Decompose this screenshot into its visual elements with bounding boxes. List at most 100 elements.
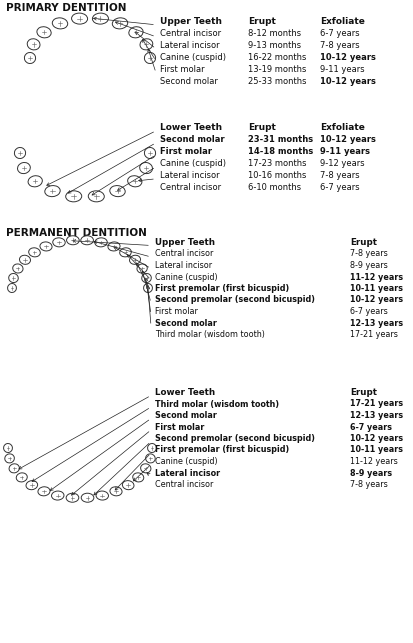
Ellipse shape xyxy=(19,255,31,264)
Text: 11-12 years: 11-12 years xyxy=(350,273,403,282)
Text: PRIMARY DENTITION: PRIMARY DENTITION xyxy=(6,3,126,13)
Ellipse shape xyxy=(66,493,79,502)
Ellipse shape xyxy=(146,454,155,463)
Ellipse shape xyxy=(128,176,142,187)
Ellipse shape xyxy=(24,53,36,64)
Ellipse shape xyxy=(140,464,151,473)
Text: 9-12 years: 9-12 years xyxy=(320,159,365,168)
Ellipse shape xyxy=(142,273,151,282)
Text: Canine (cuspid): Canine (cuspid) xyxy=(160,159,226,168)
Ellipse shape xyxy=(140,163,152,174)
Ellipse shape xyxy=(45,186,60,197)
Ellipse shape xyxy=(13,264,23,273)
Ellipse shape xyxy=(7,284,17,293)
Ellipse shape xyxy=(17,163,30,174)
Ellipse shape xyxy=(9,273,18,282)
Text: First molar: First molar xyxy=(155,422,204,431)
Text: 10-12 years: 10-12 years xyxy=(320,53,376,62)
Ellipse shape xyxy=(38,487,50,496)
Text: Third molar (wisdom tooth): Third molar (wisdom tooth) xyxy=(155,330,265,339)
Text: First molar: First molar xyxy=(160,65,204,74)
Text: 7-8 years: 7-8 years xyxy=(350,249,388,258)
Text: 10-12 years: 10-12 years xyxy=(350,434,403,443)
Text: 13-19 months: 13-19 months xyxy=(248,65,306,74)
Ellipse shape xyxy=(140,39,153,50)
Text: Third molar (wisdom tooth): Third molar (wisdom tooth) xyxy=(155,399,279,408)
Ellipse shape xyxy=(88,191,104,202)
Text: Lateral incisor: Lateral incisor xyxy=(160,171,220,180)
Text: Lateral incisor: Lateral incisor xyxy=(160,41,220,50)
Text: 6-10 months: 6-10 months xyxy=(248,183,301,192)
Text: 17-21 years: 17-21 years xyxy=(350,330,398,339)
Text: Second premolar (second bicuspid): Second premolar (second bicuspid) xyxy=(155,296,315,305)
Text: 10-12 years: 10-12 years xyxy=(320,135,376,144)
Text: Exfoliate: Exfoliate xyxy=(320,123,365,132)
Text: PERMANENT DENTITION: PERMANENT DENTITION xyxy=(6,228,147,238)
Ellipse shape xyxy=(93,13,109,24)
Ellipse shape xyxy=(145,147,156,159)
Ellipse shape xyxy=(81,236,93,245)
Ellipse shape xyxy=(37,27,51,38)
Text: Central incisor: Central incisor xyxy=(155,249,214,258)
Text: Central incisor: Central incisor xyxy=(160,29,221,38)
Ellipse shape xyxy=(108,242,120,251)
Ellipse shape xyxy=(53,238,65,247)
Text: Erupt: Erupt xyxy=(350,238,377,247)
Text: 8-12 months: 8-12 months xyxy=(248,29,301,38)
Text: 10-11 years: 10-11 years xyxy=(350,446,403,455)
Text: 10-16 months: 10-16 months xyxy=(248,171,306,180)
Text: 12-13 years: 12-13 years xyxy=(350,411,403,420)
Ellipse shape xyxy=(9,464,19,473)
Text: 7-8 years: 7-8 years xyxy=(320,41,360,50)
Text: 7-8 years: 7-8 years xyxy=(350,480,388,489)
Text: 11-12 years: 11-12 years xyxy=(350,457,398,466)
Ellipse shape xyxy=(81,493,94,502)
Text: 7-8 years: 7-8 years xyxy=(320,171,360,180)
Text: 9-11 years: 9-11 years xyxy=(320,147,370,156)
Text: 25-33 months: 25-33 months xyxy=(248,77,306,86)
Ellipse shape xyxy=(96,491,109,500)
Ellipse shape xyxy=(26,480,38,490)
Ellipse shape xyxy=(14,147,26,159)
Text: Upper Teeth: Upper Teeth xyxy=(160,17,222,26)
Ellipse shape xyxy=(110,487,122,496)
Text: Exfoliate: Exfoliate xyxy=(320,17,365,26)
Text: 6-7 years: 6-7 years xyxy=(350,422,392,431)
Text: 17-23 months: 17-23 months xyxy=(248,159,306,168)
Text: First molar: First molar xyxy=(155,307,198,316)
Text: Lateral incisor: Lateral incisor xyxy=(155,261,212,270)
Ellipse shape xyxy=(130,255,140,264)
Text: 16-22 months: 16-22 months xyxy=(248,53,306,62)
Ellipse shape xyxy=(145,53,156,64)
Text: Central incisor: Central incisor xyxy=(155,480,214,489)
Ellipse shape xyxy=(133,473,144,482)
Text: 9-11 years: 9-11 years xyxy=(320,65,365,74)
Text: 6-7 years: 6-7 years xyxy=(320,183,360,192)
Text: 10-12 years: 10-12 years xyxy=(320,77,376,86)
Text: Lower Teeth: Lower Teeth xyxy=(160,123,222,132)
Ellipse shape xyxy=(71,13,88,24)
Text: Lateral incisor: Lateral incisor xyxy=(155,469,220,478)
Ellipse shape xyxy=(66,236,79,245)
Text: Second molar: Second molar xyxy=(155,318,217,327)
Ellipse shape xyxy=(16,473,27,482)
Ellipse shape xyxy=(147,444,157,453)
Text: 23-31 months: 23-31 months xyxy=(248,135,313,144)
Ellipse shape xyxy=(52,18,68,29)
Ellipse shape xyxy=(95,238,107,247)
Text: Second molar: Second molar xyxy=(155,411,217,420)
Text: Erupt: Erupt xyxy=(248,123,276,132)
Ellipse shape xyxy=(120,248,131,257)
Ellipse shape xyxy=(5,454,14,463)
Ellipse shape xyxy=(52,491,64,500)
Ellipse shape xyxy=(110,186,125,197)
Ellipse shape xyxy=(4,444,12,453)
Ellipse shape xyxy=(27,39,40,50)
Text: 6-7 years: 6-7 years xyxy=(320,29,360,38)
Text: 10-11 years: 10-11 years xyxy=(350,284,403,293)
Text: 8-9 years: 8-9 years xyxy=(350,469,392,478)
Text: 8-9 years: 8-9 years xyxy=(350,261,388,270)
Ellipse shape xyxy=(28,248,40,257)
Ellipse shape xyxy=(40,242,52,251)
Ellipse shape xyxy=(66,191,82,202)
